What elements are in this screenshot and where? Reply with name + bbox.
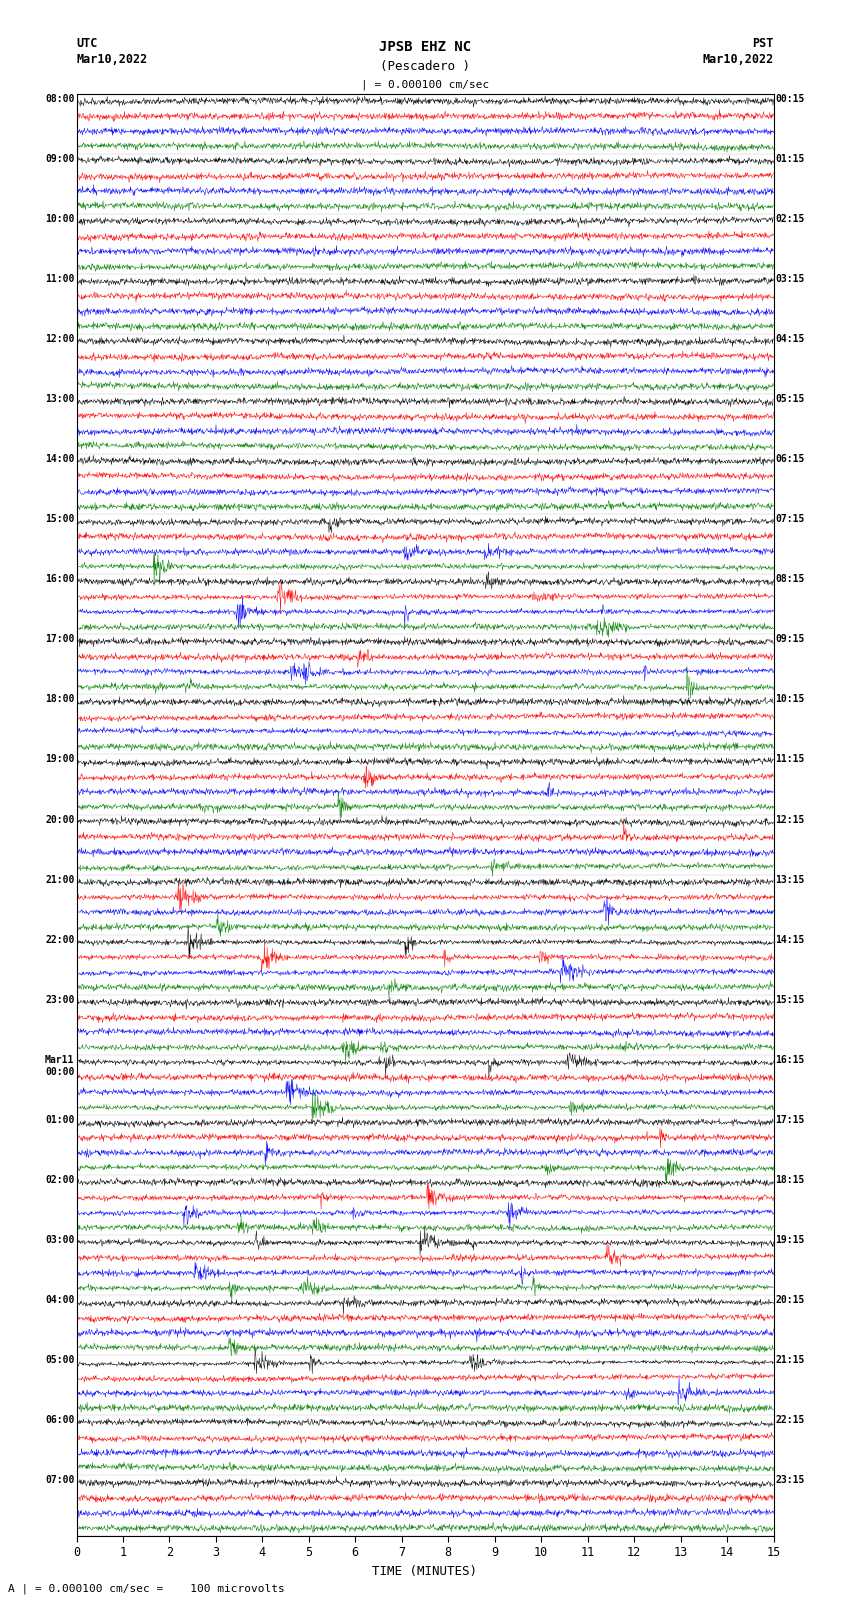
Text: 23:15: 23:15	[775, 1476, 805, 1486]
Text: 20:00: 20:00	[45, 815, 75, 824]
Text: 05:15: 05:15	[775, 394, 805, 403]
Text: 15:15: 15:15	[775, 995, 805, 1005]
Text: 18:15: 18:15	[775, 1174, 805, 1186]
Text: 23:00: 23:00	[45, 995, 75, 1005]
Text: 07:00: 07:00	[45, 1476, 75, 1486]
Text: 20:15: 20:15	[775, 1295, 805, 1305]
Text: 19:00: 19:00	[45, 755, 75, 765]
Text: 13:15: 13:15	[775, 874, 805, 884]
Text: 06:00: 06:00	[45, 1416, 75, 1426]
Text: 14:15: 14:15	[775, 936, 805, 945]
Text: 10:15: 10:15	[775, 695, 805, 705]
Text: 22:15: 22:15	[775, 1416, 805, 1426]
Text: Mar10,2022: Mar10,2022	[702, 53, 774, 66]
Text: 16:15: 16:15	[775, 1055, 805, 1065]
Text: 12:00: 12:00	[45, 334, 75, 344]
Text: 13:00: 13:00	[45, 394, 75, 403]
Text: JPSB EHZ NC: JPSB EHZ NC	[379, 40, 471, 55]
Text: Mar11
00:00: Mar11 00:00	[45, 1055, 75, 1076]
Text: 01:00: 01:00	[45, 1115, 75, 1124]
Text: 14:00: 14:00	[45, 455, 75, 465]
Text: 09:00: 09:00	[45, 153, 75, 163]
Text: 08:00: 08:00	[45, 94, 75, 103]
Text: 18:00: 18:00	[45, 695, 75, 705]
Text: 19:15: 19:15	[775, 1236, 805, 1245]
Text: 16:00: 16:00	[45, 574, 75, 584]
Text: 12:15: 12:15	[775, 815, 805, 824]
Text: 22:00: 22:00	[45, 936, 75, 945]
Text: 11:00: 11:00	[45, 274, 75, 284]
Text: PST: PST	[752, 37, 774, 50]
Text: 00:15: 00:15	[775, 94, 805, 103]
Text: 15:00: 15:00	[45, 515, 75, 524]
Text: 08:15: 08:15	[775, 574, 805, 584]
Text: 21:00: 21:00	[45, 874, 75, 884]
Text: 10:00: 10:00	[45, 215, 75, 224]
Text: (Pescadero ): (Pescadero )	[380, 60, 470, 73]
Text: UTC: UTC	[76, 37, 98, 50]
Text: 04:15: 04:15	[775, 334, 805, 344]
Text: 04:00: 04:00	[45, 1295, 75, 1305]
Text: 02:15: 02:15	[775, 215, 805, 224]
Text: A | = 0.000100 cm/sec =    100 microvolts: A | = 0.000100 cm/sec = 100 microvolts	[8, 1582, 286, 1594]
Text: 05:00: 05:00	[45, 1355, 75, 1365]
Text: 11:15: 11:15	[775, 755, 805, 765]
Text: 03:00: 03:00	[45, 1236, 75, 1245]
Text: 02:00: 02:00	[45, 1174, 75, 1186]
Text: 21:15: 21:15	[775, 1355, 805, 1365]
Text: 06:15: 06:15	[775, 455, 805, 465]
Text: 01:15: 01:15	[775, 153, 805, 163]
Text: | = 0.000100 cm/sec: | = 0.000100 cm/sec	[361, 79, 489, 90]
Text: 03:15: 03:15	[775, 274, 805, 284]
Text: 17:00: 17:00	[45, 634, 75, 644]
Text: Mar10,2022: Mar10,2022	[76, 53, 148, 66]
Text: 17:15: 17:15	[775, 1115, 805, 1124]
Text: 07:15: 07:15	[775, 515, 805, 524]
Text: 09:15: 09:15	[775, 634, 805, 644]
X-axis label: TIME (MINUTES): TIME (MINUTES)	[372, 1565, 478, 1578]
